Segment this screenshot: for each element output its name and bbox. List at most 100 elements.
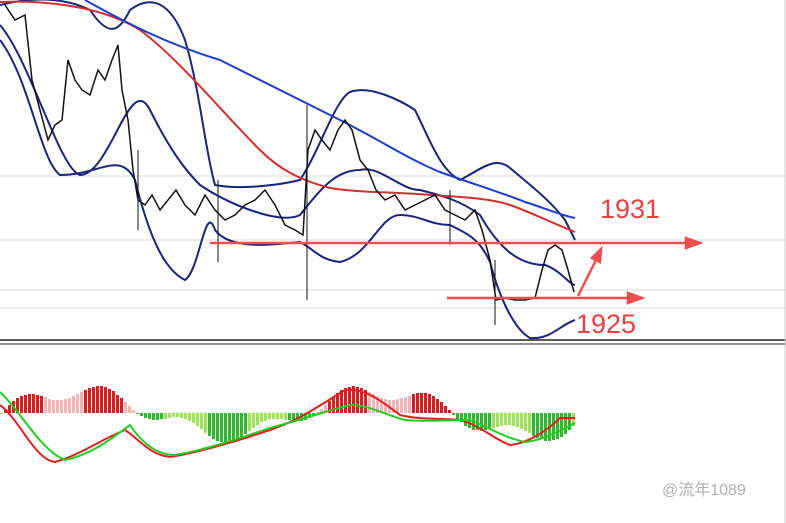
histogram-bar [72,396,75,413]
histogram-bar [348,387,351,413]
histogram-bar [328,401,331,413]
histogram-bar [140,413,143,416]
histogram-bar [272,413,275,419]
histogram-bar [96,386,99,413]
histogram-bar [108,389,111,413]
histogram-bar [36,395,39,413]
histogram-bar [176,413,179,417]
histogram-bar [544,413,547,441]
histogram-bar [260,413,263,422]
histogram-bar [560,413,563,437]
histogram-bar [240,413,243,437]
histogram-bar [332,397,335,413]
histogram-bar [224,413,227,443]
histogram-bar [212,413,215,439]
histogram-bar [424,393,427,413]
histogram-bar [64,399,67,413]
histogram-bar [436,399,439,413]
histogram-bar [440,402,443,413]
histogram-bar [100,386,103,413]
histogram-bar [244,413,247,434]
histogram-bar [136,413,139,414]
histogram-bar [400,398,403,413]
histogram-bar [196,413,199,426]
histogram-bar [40,396,43,413]
histogram-bar [344,388,347,413]
histogram-bar [204,413,207,433]
histogram-bar [392,400,395,413]
histogram-bar [80,392,83,413]
histogram-bar [24,395,27,413]
histogram-bar [236,413,239,440]
level-arrows [210,236,704,305]
histogram-bar [380,398,383,413]
histogram-bar [316,412,319,413]
histogram-bar [396,399,399,413]
histogram-bar [180,413,183,418]
histogram-bar [132,410,135,413]
histogram-bar [220,413,223,442]
histogram-bar [532,413,535,436]
histogram-bar [288,413,291,420]
histogram-bar [92,387,95,413]
histogram-bar [256,413,259,425]
histogram-bar [304,413,307,420]
histogram-bar [456,413,459,419]
histogram-bar [276,413,279,419]
histogram-bar [264,413,267,421]
arrow-head [684,236,704,250]
histogram-bar [268,413,271,419]
histogram-bar [164,413,167,419]
histogram-bar [360,388,363,413]
histogram-bar [208,413,211,436]
histogram-bar [104,387,107,413]
histogram-bar [520,413,523,429]
histogram-bar [420,393,423,413]
histogram-bar [364,390,367,413]
histogram-bar [228,413,231,443]
histogram-bar [84,390,87,413]
histogram-bar [28,394,31,413]
histogram-bar [296,413,299,421]
histogram-bar [540,413,543,439]
histogram-bar [552,413,555,440]
candle-wicks [137,105,496,325]
histogram-bar [32,394,35,413]
histogram-bar [336,393,339,413]
histogram-bar [432,396,435,413]
bollinger-upper [0,0,576,241]
histogram-bar [372,394,375,413]
histogram-bar [480,413,483,431]
arrow-head [589,245,603,264]
histogram-bar [76,394,79,413]
histogram-bar [516,413,519,427]
histogram-bar [412,394,415,413]
moving-average-red [0,0,576,233]
histogram-bar [48,399,51,413]
histogram-bar [416,393,419,413]
histogram-bar [572,413,575,426]
grid [0,175,786,309]
histogram-bar [508,413,511,425]
histogram-bar [452,413,455,415]
histogram-bar [120,398,123,413]
histogram-bar [356,387,359,413]
histogram-bar [8,405,11,413]
histogram-bar [488,413,491,429]
histogram-bar [188,413,191,421]
histogram-bar [52,400,55,413]
histogram-bar [152,413,155,420]
histogram-bar [160,413,163,419]
histogram-bar [168,413,171,418]
histogram-bar [368,392,371,413]
histogram-bar [512,413,515,426]
histogram-bar [524,413,527,431]
histogram-bar [200,413,203,429]
histogram-bar [216,413,219,441]
macd-signal-red [0,388,575,464]
histogram-bar [448,410,451,413]
histogram-bar [428,394,431,413]
histogram-bar [124,402,127,413]
histogram-bar [232,413,235,442]
